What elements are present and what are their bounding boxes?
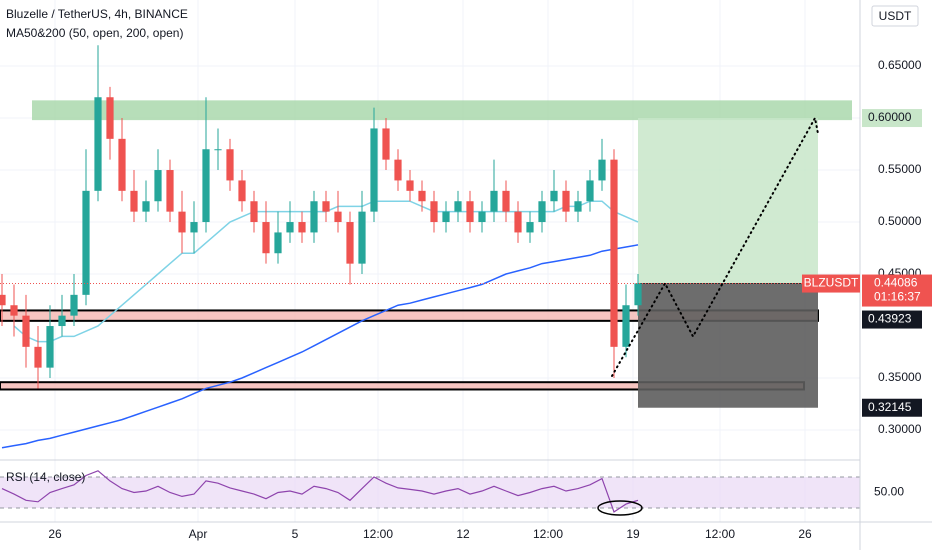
candle-body	[382, 128, 390, 160]
candle-body	[514, 211, 522, 233]
y-tick-label: 0.35000	[878, 370, 922, 384]
candle-body	[154, 170, 162, 202]
x-tick-label: 19	[626, 527, 640, 541]
candle-body	[634, 283, 642, 306]
candle-body	[226, 149, 234, 181]
symbol-badge	[802, 274, 860, 293]
candle-body	[298, 222, 306, 233]
candle-body	[178, 211, 186, 233]
candle-body	[526, 222, 534, 233]
candle-body	[94, 97, 102, 191]
candle-body	[82, 190, 90, 295]
candle-body	[502, 190, 510, 212]
candle-body	[214, 149, 222, 151]
plot	[0, 45, 860, 516]
target-area	[638, 118, 818, 284]
y-tick-label: 0.30000	[878, 422, 922, 436]
zone	[32, 100, 852, 121]
candle-body	[0, 294, 6, 306]
candle-body	[562, 190, 570, 212]
rsi-title: RSI (14, close)	[6, 470, 85, 484]
last-price-badge	[862, 274, 932, 307]
x-tick-label: 12:00	[705, 527, 735, 541]
candle-body	[334, 211, 342, 223]
price-label: 0.60000	[868, 110, 912, 124]
candle-body	[466, 201, 474, 223]
candle-body	[478, 211, 486, 223]
candle-body	[202, 149, 210, 223]
candle-body	[262, 222, 270, 254]
candle-body	[394, 159, 402, 181]
candle-body	[166, 170, 174, 212]
candle-body	[622, 305, 630, 347]
candle-body	[286, 222, 294, 233]
candle-body	[46, 326, 54, 368]
y-tick-label: 0.50000	[878, 214, 922, 228]
chart-title: Bluzelle / TetherUS, 4h, BINANCE	[6, 7, 188, 21]
candle-body	[190, 222, 198, 233]
candle-body	[274, 232, 282, 254]
price-label-badge	[862, 398, 922, 417]
candle-body	[610, 159, 618, 347]
indicator-label: MA50&200 (50, open, 200, open)	[6, 26, 183, 40]
candle-body	[142, 201, 150, 212]
candle-body	[454, 201, 462, 212]
price-label: 0.32145	[868, 400, 912, 414]
candle-body	[370, 128, 378, 212]
x-tick-label: 5	[292, 527, 299, 541]
axes: 0.300000.350000.450000.500000.550000.600…	[48, 58, 932, 541]
candle-body	[406, 180, 414, 191]
y-tick-label: 0.55000	[878, 162, 922, 176]
candle-body	[322, 201, 330, 212]
rsi-annotation	[597, 500, 643, 516]
countdown: 01:16:37	[874, 290, 921, 304]
stop-area	[638, 283, 818, 408]
candle-body	[106, 97, 114, 139]
candle-body	[550, 190, 558, 202]
candle-body	[418, 190, 426, 202]
price-label-badge	[862, 310, 922, 329]
candle-body	[70, 294, 78, 316]
x-tick-label: Apr	[189, 527, 208, 541]
price-label-badge	[862, 109, 922, 128]
candle-body	[22, 315, 30, 347]
rsi-line	[1, 470, 639, 513]
candle-body	[34, 346, 42, 368]
candle-body	[130, 190, 138, 212]
candle-body	[238, 180, 246, 202]
x-tick-label: 26	[48, 527, 62, 541]
moving-average	[1, 244, 639, 449]
x-tick-label: 26	[798, 527, 812, 541]
currency-box	[871, 5, 919, 27]
rsi-tick-label: 50.00	[874, 485, 904, 499]
candle-body	[310, 201, 318, 233]
candle-body	[358, 211, 366, 264]
candle-body	[586, 180, 594, 202]
y-tick-label: 0.65000	[878, 58, 922, 72]
projection-path	[611, 115, 819, 377]
candle-body	[430, 201, 438, 223]
x-tick-label: 12	[456, 527, 470, 541]
candle-body	[490, 190, 498, 212]
candle-body	[250, 201, 258, 223]
candle-body	[58, 315, 66, 327]
candle-body	[574, 201, 582, 212]
price-label: 0.43923	[868, 312, 912, 326]
candle-body	[118, 138, 126, 191]
last-price-label: 0.44086	[874, 276, 918, 290]
candle-body	[10, 305, 18, 316]
x-tick-label: 12:00	[363, 527, 393, 541]
candle-body	[346, 222, 354, 264]
symbol-label: BLZUSDT	[804, 276, 859, 290]
candle-body	[598, 159, 606, 181]
candle-body	[538, 201, 546, 223]
x-tick-label: 12:00	[533, 527, 563, 541]
candle-body	[442, 211, 450, 223]
currency: USDT	[879, 9, 912, 23]
